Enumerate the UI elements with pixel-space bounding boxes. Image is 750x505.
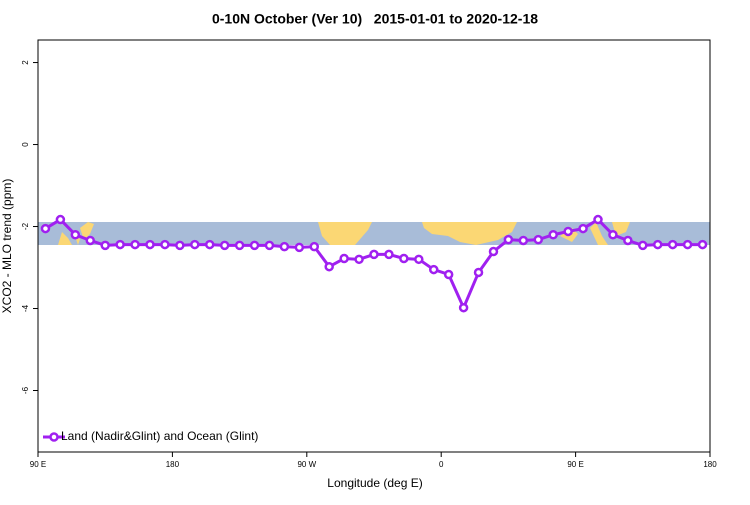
- chart-title: 0-10N October (Ver 10) 2015-01-01 to 202…: [212, 11, 538, 27]
- y-tick-label: -6: [21, 386, 30, 394]
- data-point: [697, 239, 708, 250]
- data-point: [115, 239, 125, 250]
- data-point: [145, 239, 155, 250]
- x-tick-label: 90 E: [567, 460, 583, 469]
- data-point: [234, 240, 245, 251]
- x-tick-label: 180: [166, 460, 180, 469]
- data-point: [503, 234, 514, 245]
- data-point: [623, 235, 633, 246]
- data-point: [458, 302, 469, 313]
- legend-marker: [49, 432, 59, 442]
- y-tick-label: 0: [21, 142, 30, 147]
- y-tick-label: -4: [21, 304, 30, 312]
- data-point: [682, 239, 693, 250]
- data-point: [204, 239, 215, 250]
- data-point: [264, 240, 275, 251]
- data-point: [399, 253, 409, 264]
- data-point: [369, 249, 379, 260]
- data-point: [533, 234, 544, 245]
- data-point: [548, 229, 558, 240]
- x-axis-label: Longitude (deg E): [327, 476, 422, 490]
- plot-frame: [37, 39, 711, 453]
- data-point: [339, 253, 349, 264]
- data-point: [473, 267, 484, 278]
- data-point: [652, 239, 663, 250]
- data-point: [578, 223, 588, 234]
- legend-label: Land (Nadir&Glint) and Ocean (Glint): [61, 429, 258, 443]
- y-axis-label: XCO2 - MLO trend (ppm): [0, 179, 14, 314]
- data-point: [85, 235, 96, 246]
- data-point: [130, 239, 140, 250]
- y-tick-label: -2: [21, 222, 30, 230]
- x-tick-label: 90 W: [297, 460, 316, 469]
- data-point: [190, 239, 200, 250]
- data-point: [55, 214, 66, 225]
- data-point: [40, 223, 51, 234]
- data-point: [354, 254, 364, 265]
- data-point: [324, 261, 334, 272]
- data-point: [309, 241, 320, 252]
- data-point: [608, 229, 618, 240]
- x-tick-label: 0: [439, 460, 444, 469]
- data-point: [563, 226, 573, 237]
- data-point: [175, 240, 185, 251]
- data-point: [593, 214, 603, 225]
- data-point: [249, 240, 260, 251]
- data-point: [518, 235, 529, 246]
- y-tick-label: 2: [21, 60, 30, 65]
- data-point: [638, 240, 648, 251]
- data-point: [384, 249, 394, 260]
- data-point: [667, 239, 678, 250]
- data-point: [414, 254, 424, 265]
- data-point: [70, 229, 81, 240]
- data-point: [428, 264, 439, 275]
- data-point: [443, 269, 454, 280]
- data-point: [219, 240, 230, 251]
- x-tick-label: 180: [703, 460, 717, 469]
- data-point: [488, 246, 499, 257]
- data-point: [100, 240, 110, 251]
- x-tick-label: 90 E: [30, 460, 46, 469]
- data-point: [279, 241, 290, 252]
- data-point: [160, 239, 170, 250]
- data-point: [294, 242, 305, 253]
